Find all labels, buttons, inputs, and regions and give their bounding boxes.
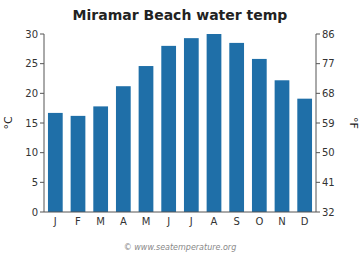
x-tick-label: D xyxy=(301,216,309,227)
x-tick-label: N xyxy=(278,216,285,227)
x-tick-label: M xyxy=(96,216,105,227)
x-tick-label: J xyxy=(53,216,57,227)
watermark: © www.seatemperature.org xyxy=(124,243,236,252)
y2-axis-label: °F xyxy=(347,117,360,129)
bar xyxy=(71,116,86,212)
x-tick-label: S xyxy=(233,216,239,227)
y-tick-label: 5 xyxy=(32,177,38,188)
y-tick-label: 15 xyxy=(25,118,38,129)
y2-tick xyxy=(316,63,320,64)
y2-tick xyxy=(316,212,320,213)
y-tick xyxy=(40,212,44,213)
y2-tick xyxy=(316,34,320,35)
y-tick-label: 30 xyxy=(25,29,38,40)
x-tick-label: F xyxy=(75,216,81,227)
y-axis-label: °C xyxy=(2,116,15,130)
y2-tick xyxy=(316,93,320,94)
x-tick-label: O xyxy=(255,216,263,227)
y-tick xyxy=(40,123,44,124)
x-tick-label: J xyxy=(189,216,193,227)
y2-tick-label: 68 xyxy=(322,88,335,99)
bars xyxy=(48,34,312,212)
y-tick-label: 20 xyxy=(25,88,38,99)
y2-tick xyxy=(316,123,320,124)
y2-tick-label: 77 xyxy=(322,58,335,69)
bar xyxy=(184,38,199,212)
bar xyxy=(275,80,290,212)
y-tick xyxy=(40,93,44,94)
bar xyxy=(229,43,244,212)
x-tick-label: J xyxy=(166,216,170,227)
y-tick-label: 0 xyxy=(32,207,38,218)
y2-tick-label: 50 xyxy=(322,147,335,158)
bar xyxy=(93,106,108,212)
bar xyxy=(297,99,312,212)
x-tick-label: A xyxy=(120,216,127,227)
y-tick-label: 10 xyxy=(25,147,38,158)
y-tick xyxy=(40,182,44,183)
y2-tick xyxy=(316,152,320,153)
y2-tick xyxy=(316,182,320,183)
x-axis xyxy=(44,212,316,213)
bar xyxy=(252,59,267,212)
title: Miramar Beach water temp xyxy=(73,7,288,23)
chart: Miramar Beach water temp 0 5 10 15 20 25 30 32 41… xyxy=(0,0,360,260)
x-tick-label: M xyxy=(142,216,151,227)
x-tick-label: A xyxy=(211,216,218,227)
bar xyxy=(161,46,176,212)
y-tick xyxy=(40,152,44,153)
y-tick xyxy=(40,63,44,64)
y2-tick-label: 32 xyxy=(322,207,335,218)
y-tick xyxy=(40,34,44,35)
y2-tick-label: 59 xyxy=(322,118,335,129)
bar xyxy=(139,66,154,212)
y2-tick-label: 41 xyxy=(322,177,335,188)
bar xyxy=(48,113,63,212)
bar xyxy=(207,34,222,212)
y-tick-label: 25 xyxy=(25,58,38,69)
y2-tick-label: 86 xyxy=(322,29,335,40)
bar xyxy=(116,86,131,212)
